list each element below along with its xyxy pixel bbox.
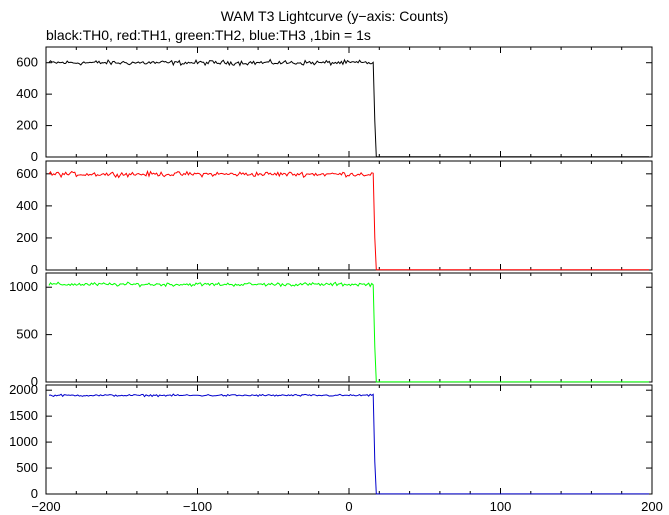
y-tick-label: 600 bbox=[16, 166, 38, 181]
panel-frame-th0 bbox=[45, 46, 653, 158]
y-tick-label: 0 bbox=[31, 486, 38, 501]
x-tick-label: 200 bbox=[641, 499, 663, 514]
chart-title: WAM T3 Lightcurve (y−axis: Counts) bbox=[220, 8, 449, 24]
x-tick-label: −200 bbox=[31, 499, 60, 514]
chart-subtitle: black:TH0, red:TH1, green:TH2, blue:TH3 … bbox=[46, 27, 371, 43]
series-line-th2 bbox=[48, 281, 649, 383]
panel-frame-th3 bbox=[45, 384, 653, 495]
y-tick-label: 1000 bbox=[9, 279, 38, 294]
y-tick-label: 500 bbox=[16, 327, 38, 342]
y-tick-label: 400 bbox=[16, 86, 38, 101]
x-tick-label: 100 bbox=[490, 499, 512, 514]
y-tick-label: 400 bbox=[16, 198, 38, 213]
x-tick-label: 0 bbox=[345, 499, 352, 514]
series-line-th1 bbox=[48, 169, 649, 271]
y-tick-label: 1500 bbox=[9, 408, 38, 423]
y-tick-label: 600 bbox=[16, 55, 38, 70]
y-tick-label: 200 bbox=[16, 118, 38, 133]
panel-frame-th2 bbox=[45, 272, 653, 383]
y-tick-label: 0 bbox=[31, 149, 38, 164]
series-line-th3 bbox=[48, 393, 649, 495]
y-tick-label: 1000 bbox=[9, 434, 38, 449]
panel-frame-th1 bbox=[45, 160, 653, 271]
x-tick-label: −100 bbox=[183, 499, 212, 514]
y-tick-label: 2000 bbox=[9, 382, 38, 397]
y-tick-label: 0 bbox=[31, 262, 38, 277]
series-line-th0 bbox=[48, 58, 649, 158]
y-tick-label: 0 bbox=[31, 374, 38, 389]
y-tick-label: 200 bbox=[16, 230, 38, 245]
y-tick-label: 500 bbox=[16, 460, 38, 475]
